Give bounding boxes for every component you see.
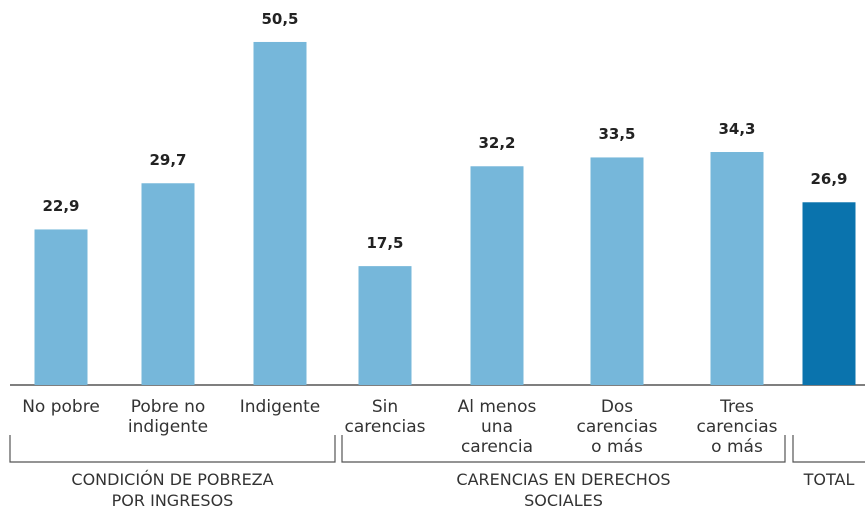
x-tick-label: Tres carencias o más — [696, 397, 778, 457]
data-label: 22,9 — [42, 197, 80, 216]
bar — [590, 157, 644, 385]
data-label: 17,5 — [366, 234, 404, 253]
group-label: CONDICIÓN DE POBREZA POR INGRESOS — [71, 470, 274, 510]
group-label: TOTAL — [803, 470, 855, 489]
bar — [253, 41, 307, 385]
x-tick-label: Sin carencias — [344, 397, 426, 437]
data-label: 32,2 — [478, 134, 516, 153]
x-tick-label: Al menos una carencia — [457, 397, 537, 457]
bar — [358, 266, 412, 385]
bar — [470, 166, 524, 385]
bar — [34, 229, 88, 385]
data-label: 50,5 — [261, 9, 299, 28]
x-tick-label: Dos carencias o más — [576, 397, 658, 457]
bar — [802, 202, 856, 385]
bar — [710, 152, 764, 385]
x-tick-label: No pobre — [22, 397, 100, 417]
data-label: 34,3 — [718, 120, 756, 138]
group-bracket — [9, 435, 336, 463]
data-label: 29,7 — [149, 151, 187, 170]
bar — [141, 183, 195, 385]
x-tick-label: Indigente — [239, 397, 321, 417]
group-label: CARENCIAS EN DERECHOS SOCIALES — [456, 470, 671, 510]
x-tick-label: Pobre no indigente — [127, 397, 209, 437]
data-label: 33,5 — [598, 125, 636, 144]
group-bracket — [341, 435, 786, 463]
group-bracket — [792, 435, 865, 463]
data-label: 26,9 — [810, 170, 848, 189]
